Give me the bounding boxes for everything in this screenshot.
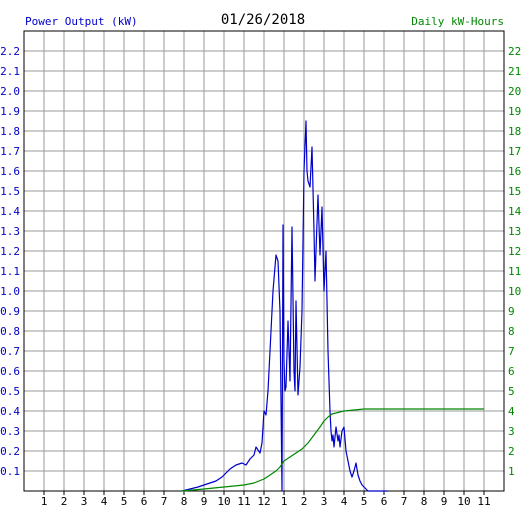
y-tick-label: 1.6 bbox=[0, 165, 20, 178]
y-tick-label: 0.9 bbox=[0, 305, 20, 318]
y2-tick-label: 14 bbox=[508, 205, 522, 218]
x-tick-label: 8 bbox=[421, 495, 428, 508]
y2-tick-label: 4 bbox=[508, 405, 515, 418]
y2-tick-label: 8 bbox=[508, 325, 515, 338]
y-tick-label: 0.7 bbox=[0, 345, 20, 358]
y-tick-label: 1.5 bbox=[0, 185, 20, 198]
y2-tick-label: 10 bbox=[508, 285, 521, 298]
y-tick-label: 0.2 bbox=[0, 445, 20, 458]
x-tick-label: 6 bbox=[381, 495, 388, 508]
y2-tick-label: 18 bbox=[508, 125, 521, 138]
axis-ticks: 1 2 3 4 5 6 7 8 9 10 11 12 1 2 3 4 5 6 7 8 9 10 110.10.20.30.4… bbox=[0, 45, 521, 508]
right-axis-title: Daily kW-Hours bbox=[411, 15, 504, 28]
x-tick-label: 2 bbox=[301, 495, 308, 508]
y-tick-label: 1.9 bbox=[0, 105, 20, 118]
x-tick-label: 8 bbox=[181, 495, 188, 508]
x-tick-label: 5 bbox=[361, 495, 368, 508]
y-tick-label: 0.6 bbox=[0, 365, 20, 378]
y-tick-label: 0.8 bbox=[0, 325, 20, 338]
y2-tick-label: 6 bbox=[508, 365, 515, 378]
x-tick-label: 3 bbox=[81, 495, 88, 508]
x-tick-label: 4 bbox=[341, 495, 348, 508]
x-tick-label: 1 bbox=[281, 495, 288, 508]
x-tick-label: 9 bbox=[201, 495, 208, 508]
y2-tick-label: 19 bbox=[508, 105, 521, 118]
power-series-line bbox=[181, 120, 388, 492]
y2-tick-label: 2 bbox=[508, 445, 515, 458]
y2-tick-label: 16 bbox=[508, 165, 521, 178]
y2-tick-label: 5 bbox=[508, 385, 515, 398]
y2-tick-label: 11 bbox=[508, 265, 521, 278]
y2-tick-label: 15 bbox=[508, 185, 521, 198]
y2-tick-label: 7 bbox=[508, 345, 515, 358]
x-tick-label: 1 bbox=[41, 495, 48, 508]
x-tick-label: 6 bbox=[141, 495, 148, 508]
x-tick-label: 7 bbox=[161, 495, 168, 508]
y-tick-label: 0.5 bbox=[0, 385, 20, 398]
y2-tick-label: 13 bbox=[508, 225, 521, 238]
y-tick-label: 1.0 bbox=[0, 285, 20, 298]
y-tick-label: 1.2 bbox=[0, 245, 20, 258]
x-tick-label: 3 bbox=[321, 495, 328, 508]
y-tick-label: 0.1 bbox=[0, 465, 20, 478]
x-tick-label: 4 bbox=[101, 495, 108, 508]
left-axis-title: Power Output (kW) bbox=[25, 15, 138, 28]
y-tick-label: 1.8 bbox=[0, 125, 20, 138]
y-tick-label: 1.4 bbox=[0, 205, 20, 218]
x-tick-label: 10 bbox=[457, 495, 470, 508]
chart-date-title: 01/26/2018 bbox=[221, 12, 305, 28]
y2-tick-label: 12 bbox=[508, 245, 521, 258]
y2-tick-label: 1 bbox=[508, 465, 515, 478]
x-tick-label: 7 bbox=[401, 495, 408, 508]
y2-tick-label: 22 bbox=[508, 45, 521, 58]
grid bbox=[24, 31, 504, 491]
y2-tick-label: 3 bbox=[508, 425, 515, 438]
y-tick-label: 1.7 bbox=[0, 145, 20, 158]
y2-tick-label: 21 bbox=[508, 65, 521, 78]
y-tick-label: 1.3 bbox=[0, 225, 20, 238]
x-tick-label: 12 bbox=[257, 495, 270, 508]
energy-series-line bbox=[181, 408, 484, 492]
x-tick-label: 9 bbox=[441, 495, 448, 508]
y-tick-label: 0.3 bbox=[0, 425, 20, 438]
y-tick-label: 0.4 bbox=[0, 405, 20, 418]
y-tick-label: 2.1 bbox=[0, 65, 20, 78]
y-tick-label: 2.2 bbox=[0, 45, 20, 58]
y2-tick-label: 20 bbox=[508, 85, 521, 98]
y2-tick-label: 9 bbox=[508, 305, 515, 318]
x-tick-label: 10 bbox=[217, 495, 230, 508]
series-layer bbox=[181, 120, 484, 492]
y-tick-label: 2.0 bbox=[0, 85, 20, 98]
y-tick-label: 1.1 bbox=[0, 265, 20, 278]
x-tick-label: 11 bbox=[477, 495, 490, 508]
x-tick-label: 2 bbox=[61, 495, 68, 508]
x-tick-label: 11 bbox=[237, 495, 250, 508]
y2-tick-label: 17 bbox=[508, 145, 521, 158]
x-tick-label: 5 bbox=[121, 495, 128, 508]
